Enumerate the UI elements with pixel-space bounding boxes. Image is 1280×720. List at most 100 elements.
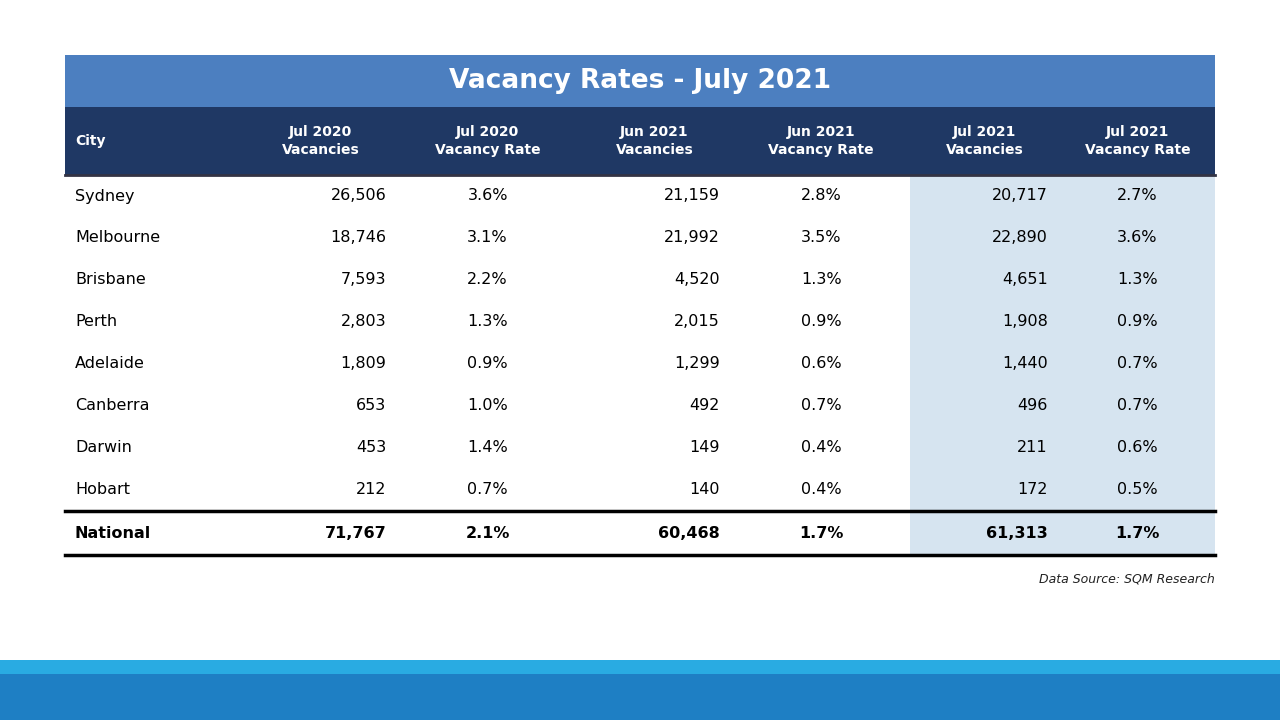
Text: 3.1%: 3.1% bbox=[467, 230, 508, 246]
Text: 0.7%: 0.7% bbox=[801, 398, 841, 413]
Text: 0.4%: 0.4% bbox=[801, 482, 841, 498]
Text: 492: 492 bbox=[690, 398, 719, 413]
Bar bbox=[910, 301, 1060, 343]
Bar bbox=[65, 343, 1215, 385]
Text: Data Source: SQM Research: Data Source: SQM Research bbox=[1039, 573, 1215, 586]
Text: 1,299: 1,299 bbox=[675, 356, 719, 372]
Text: Adelaide: Adelaide bbox=[76, 356, 145, 372]
Text: 149: 149 bbox=[690, 441, 719, 456]
Bar bbox=[65, 259, 1215, 301]
Bar bbox=[65, 175, 1215, 217]
Bar bbox=[1060, 427, 1215, 469]
Text: 3.6%: 3.6% bbox=[1117, 230, 1157, 246]
Text: Perth: Perth bbox=[76, 315, 118, 330]
Text: 3.6%: 3.6% bbox=[467, 189, 508, 204]
Text: 1.7%: 1.7% bbox=[799, 526, 844, 541]
Bar bbox=[1060, 343, 1215, 385]
Text: 1.4%: 1.4% bbox=[467, 441, 508, 456]
Text: 1.7%: 1.7% bbox=[1115, 526, 1160, 541]
Text: 1.0%: 1.0% bbox=[467, 398, 508, 413]
Text: 212: 212 bbox=[356, 482, 387, 498]
Text: 140: 140 bbox=[690, 482, 719, 498]
Bar bbox=[910, 343, 1060, 385]
Bar bbox=[0, 660, 1280, 674]
Text: Jun 2021
Vacancies: Jun 2021 Vacancies bbox=[616, 125, 694, 157]
Bar bbox=[65, 469, 1215, 511]
Bar bbox=[1060, 301, 1215, 343]
Bar bbox=[1060, 259, 1215, 301]
Text: 453: 453 bbox=[356, 441, 387, 456]
Text: 1.3%: 1.3% bbox=[801, 272, 841, 287]
Text: 0.9%: 0.9% bbox=[1117, 315, 1157, 330]
Text: 21,159: 21,159 bbox=[664, 189, 719, 204]
Text: 7,593: 7,593 bbox=[340, 272, 387, 287]
Text: Jul 2020
Vacancy Rate: Jul 2020 Vacancy Rate bbox=[435, 125, 540, 157]
Text: 0.4%: 0.4% bbox=[801, 441, 841, 456]
Bar bbox=[910, 175, 1060, 217]
Text: 1,908: 1,908 bbox=[1002, 315, 1048, 330]
Text: 2.2%: 2.2% bbox=[467, 272, 508, 287]
Text: 211: 211 bbox=[1018, 441, 1048, 456]
Text: 0.7%: 0.7% bbox=[467, 482, 508, 498]
Text: Jun 2021
Vacancy Rate: Jun 2021 Vacancy Rate bbox=[768, 125, 874, 157]
Text: 0.9%: 0.9% bbox=[801, 315, 841, 330]
Bar bbox=[1060, 217, 1215, 259]
Text: 1.3%: 1.3% bbox=[1117, 272, 1157, 287]
Text: Brisbane: Brisbane bbox=[76, 272, 146, 287]
Text: Jul 2020
Vacancies: Jul 2020 Vacancies bbox=[282, 125, 360, 157]
Text: 20,717: 20,717 bbox=[992, 189, 1048, 204]
Bar bbox=[65, 385, 1215, 427]
Text: Sydney: Sydney bbox=[76, 189, 134, 204]
Text: 22,890: 22,890 bbox=[992, 230, 1048, 246]
Bar bbox=[910, 385, 1060, 427]
Bar bbox=[65, 55, 1215, 107]
Text: 1.3%: 1.3% bbox=[467, 315, 508, 330]
Text: 2,803: 2,803 bbox=[340, 315, 387, 330]
Bar bbox=[910, 217, 1060, 259]
Text: Darwin: Darwin bbox=[76, 441, 132, 456]
Text: 0.6%: 0.6% bbox=[1117, 441, 1157, 456]
Text: 0.5%: 0.5% bbox=[1117, 482, 1157, 498]
Bar bbox=[910, 427, 1060, 469]
Bar bbox=[65, 301, 1215, 343]
Text: Canberra: Canberra bbox=[76, 398, 150, 413]
Text: 0.6%: 0.6% bbox=[801, 356, 841, 372]
Bar bbox=[1060, 175, 1215, 217]
Bar bbox=[1060, 385, 1215, 427]
Text: 0.9%: 0.9% bbox=[467, 356, 508, 372]
Text: Vacancy Rates - July 2021: Vacancy Rates - July 2021 bbox=[449, 68, 831, 94]
Bar bbox=[65, 511, 1215, 555]
Text: Jul 2021
Vacancies: Jul 2021 Vacancies bbox=[946, 125, 1024, 157]
Bar bbox=[910, 259, 1060, 301]
Text: 1,809: 1,809 bbox=[340, 356, 387, 372]
Text: 21,992: 21,992 bbox=[664, 230, 719, 246]
Bar bbox=[910, 469, 1060, 511]
Text: 4,520: 4,520 bbox=[675, 272, 719, 287]
Bar bbox=[65, 427, 1215, 469]
Text: 653: 653 bbox=[356, 398, 387, 413]
Text: 496: 496 bbox=[1018, 398, 1048, 413]
Text: 71,767: 71,767 bbox=[325, 526, 387, 541]
Text: 2.1%: 2.1% bbox=[466, 526, 509, 541]
Bar bbox=[1060, 469, 1215, 511]
Text: 2.8%: 2.8% bbox=[801, 189, 841, 204]
Text: 2,015: 2,015 bbox=[675, 315, 719, 330]
Text: Melbourne: Melbourne bbox=[76, 230, 160, 246]
Bar bbox=[65, 217, 1215, 259]
Text: City: City bbox=[76, 134, 105, 148]
Text: Jul 2021
Vacancy Rate: Jul 2021 Vacancy Rate bbox=[1084, 125, 1190, 157]
Bar bbox=[0, 674, 1280, 720]
Bar bbox=[1060, 511, 1215, 555]
Text: 3.5%: 3.5% bbox=[801, 230, 841, 246]
Text: 2.7%: 2.7% bbox=[1117, 189, 1157, 204]
Text: 60,468: 60,468 bbox=[658, 526, 719, 541]
Text: Hobart: Hobart bbox=[76, 482, 131, 498]
Text: 1,440: 1,440 bbox=[1002, 356, 1048, 372]
Text: 172: 172 bbox=[1018, 482, 1048, 498]
Text: 61,313: 61,313 bbox=[986, 526, 1048, 541]
Text: National: National bbox=[76, 526, 151, 541]
Text: 26,506: 26,506 bbox=[330, 189, 387, 204]
Bar bbox=[910, 511, 1060, 555]
Bar bbox=[65, 107, 1215, 175]
Text: 18,746: 18,746 bbox=[330, 230, 387, 246]
